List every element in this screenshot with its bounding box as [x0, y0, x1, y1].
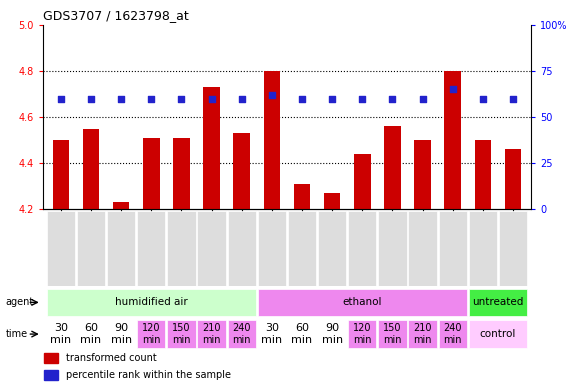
Text: 120
min: 120 min — [353, 323, 372, 345]
Bar — [293, 184, 310, 209]
Bar — [318, 211, 346, 286]
Point — [267, 92, 276, 98]
Bar — [288, 211, 316, 286]
Text: 30
min: 30 min — [262, 323, 283, 345]
Point — [57, 96, 66, 102]
Bar — [408, 211, 437, 286]
Bar — [469, 289, 527, 316]
Bar — [203, 87, 220, 209]
Bar — [324, 193, 340, 209]
Point — [86, 96, 95, 102]
Point — [328, 96, 337, 102]
Bar — [439, 320, 467, 348]
Bar — [348, 320, 376, 348]
Point — [508, 96, 517, 102]
Bar — [264, 71, 280, 209]
Bar — [475, 140, 491, 209]
Text: time: time — [6, 329, 28, 339]
Bar — [228, 320, 256, 348]
Text: 240
min: 240 min — [232, 323, 251, 345]
Bar — [167, 211, 196, 286]
Text: transformed count: transformed count — [66, 353, 156, 363]
Bar — [228, 211, 256, 286]
Point — [357, 96, 367, 102]
Point — [237, 96, 246, 102]
Text: humidified air: humidified air — [115, 297, 188, 308]
Bar — [444, 71, 461, 209]
Bar — [44, 353, 58, 362]
Bar — [318, 320, 346, 348]
Bar — [47, 211, 75, 286]
Bar — [137, 320, 166, 348]
Point — [147, 96, 156, 102]
Text: 60
min: 60 min — [81, 323, 102, 345]
Bar — [173, 138, 190, 209]
Bar — [384, 126, 401, 209]
Text: 240
min: 240 min — [444, 323, 462, 345]
Bar — [469, 211, 497, 286]
Bar — [107, 320, 135, 348]
Bar — [198, 320, 226, 348]
Bar — [378, 320, 407, 348]
Bar — [439, 211, 467, 286]
Text: 210
min: 210 min — [413, 323, 432, 345]
Text: ethanol: ethanol — [343, 297, 382, 308]
Text: 120
min: 120 min — [142, 323, 160, 345]
Text: 60
min: 60 min — [291, 323, 312, 345]
Text: agent: agent — [6, 297, 34, 308]
Text: 150
min: 150 min — [172, 323, 191, 345]
Point — [388, 96, 397, 102]
Text: 90
min: 90 min — [321, 323, 343, 345]
Text: percentile rank within the sample: percentile rank within the sample — [66, 370, 231, 380]
Bar — [505, 149, 521, 209]
Bar — [234, 133, 250, 209]
Text: untreated: untreated — [472, 297, 524, 308]
Point — [297, 96, 307, 102]
Bar — [107, 211, 135, 286]
Bar — [258, 289, 467, 316]
Bar — [258, 320, 286, 348]
Bar — [113, 202, 130, 209]
Bar — [408, 320, 437, 348]
Bar — [258, 211, 286, 286]
Bar — [198, 211, 226, 286]
Point — [418, 96, 427, 102]
Text: 210
min: 210 min — [202, 323, 221, 345]
Bar — [414, 140, 431, 209]
Text: control: control — [480, 329, 516, 339]
Bar — [47, 289, 256, 316]
Text: 150
min: 150 min — [383, 323, 401, 345]
Bar — [77, 320, 105, 348]
Text: 30
min: 30 min — [50, 323, 71, 345]
Text: 90
min: 90 min — [111, 323, 132, 345]
Bar — [167, 320, 196, 348]
Point — [448, 86, 457, 93]
Bar — [499, 211, 527, 286]
Bar — [83, 129, 99, 209]
Bar — [288, 320, 316, 348]
Bar — [137, 211, 166, 286]
Bar — [469, 320, 527, 348]
Bar — [53, 140, 69, 209]
Bar — [143, 138, 160, 209]
Point — [478, 96, 488, 102]
Point — [177, 96, 186, 102]
Point — [116, 96, 126, 102]
Point — [207, 96, 216, 102]
Bar — [77, 211, 105, 286]
Bar — [378, 211, 407, 286]
Text: GDS3707 / 1623798_at: GDS3707 / 1623798_at — [43, 9, 188, 22]
Bar — [354, 154, 371, 209]
Bar — [44, 370, 58, 380]
Bar — [348, 211, 376, 286]
Bar — [47, 320, 75, 348]
